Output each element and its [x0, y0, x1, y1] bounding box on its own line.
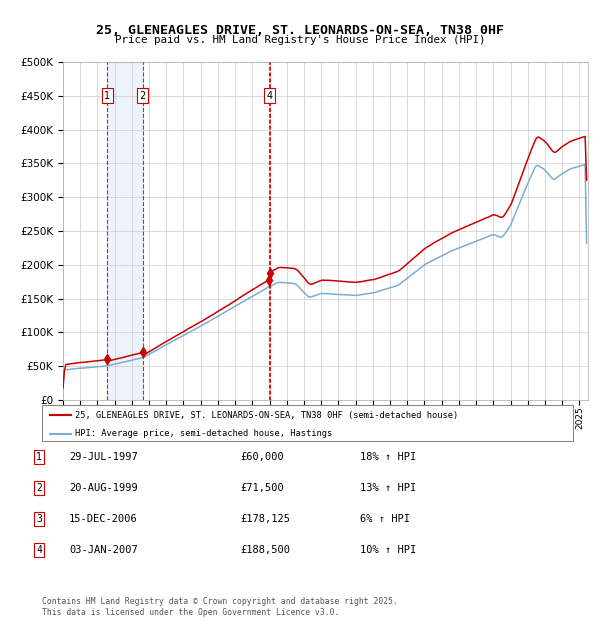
Bar	[107, 62, 143, 400]
Text: 6% ↑ HPI: 6% ↑ HPI	[360, 514, 410, 524]
Text: 2: 2	[140, 91, 146, 101]
Text: 20-AUG-1999: 20-AUG-1999	[69, 483, 138, 493]
FancyBboxPatch shape	[42, 405, 573, 441]
Text: Price paid vs. HM Land Registry's House Price Index (HPI): Price paid vs. HM Land Registry's House …	[115, 35, 485, 45]
Text: £60,000: £60,000	[240, 452, 284, 462]
Text: 18% ↑ HPI: 18% ↑ HPI	[360, 452, 416, 462]
Text: 25, GLENEAGLES DRIVE, ST. LEONARDS-ON-SEA, TN38 0HF: 25, GLENEAGLES DRIVE, ST. LEONARDS-ON-SE…	[96, 24, 504, 37]
Text: 15-DEC-2006: 15-DEC-2006	[69, 514, 138, 524]
Text: £71,500: £71,500	[240, 483, 284, 493]
Text: 4: 4	[36, 545, 42, 555]
Text: 03-JAN-2007: 03-JAN-2007	[69, 545, 138, 555]
Text: 10% ↑ HPI: 10% ↑ HPI	[360, 545, 416, 555]
Text: 1: 1	[36, 452, 42, 462]
Text: 2: 2	[36, 483, 42, 493]
Text: £178,125: £178,125	[240, 514, 290, 524]
Text: 1: 1	[104, 91, 110, 101]
Text: Contains HM Land Registry data © Crown copyright and database right 2025.
This d: Contains HM Land Registry data © Crown c…	[42, 598, 398, 617]
Text: 29-JUL-1997: 29-JUL-1997	[69, 452, 138, 462]
Text: 4: 4	[266, 91, 273, 101]
Text: 25, GLENEAGLES DRIVE, ST. LEONARDS-ON-SEA, TN38 0HF (semi-detached house): 25, GLENEAGLES DRIVE, ST. LEONARDS-ON-SE…	[75, 410, 458, 420]
Text: £188,500: £188,500	[240, 545, 290, 555]
Text: 13% ↑ HPI: 13% ↑ HPI	[360, 483, 416, 493]
Text: 3: 3	[36, 514, 42, 524]
Text: HPI: Average price, semi-detached house, Hastings: HPI: Average price, semi-detached house,…	[75, 429, 332, 438]
